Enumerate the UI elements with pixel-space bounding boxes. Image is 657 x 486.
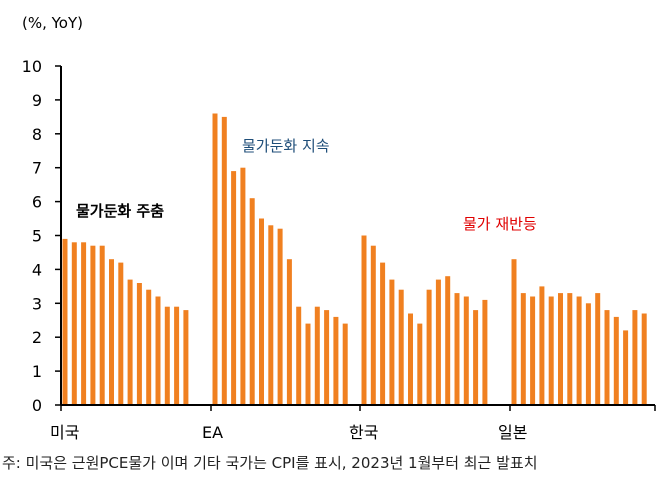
bar [435, 279, 441, 405]
bar [539, 286, 545, 405]
bar [174, 306, 180, 405]
category-label: 미국 [50, 423, 79, 442]
bar [445, 276, 451, 405]
y-tick-label: 9 [32, 91, 42, 110]
bar [585, 303, 591, 405]
category-labels: 미국 EA 한국 일본 [50, 423, 527, 442]
bar [567, 293, 573, 405]
category-label: EA [202, 423, 223, 442]
bar [576, 296, 582, 405]
bar [417, 323, 423, 405]
bar [380, 262, 386, 405]
bar [99, 245, 105, 405]
bar [314, 306, 320, 405]
y-tick-label: 0 [32, 396, 42, 415]
bar [641, 313, 647, 405]
bar [221, 116, 227, 406]
bar [548, 296, 554, 405]
bar [164, 306, 170, 405]
annotation-ea: 물가둔화 지속 [242, 137, 330, 155]
category-label: 한국 [349, 423, 378, 442]
bar [558, 293, 563, 405]
y-tick-label: 3 [32, 294, 42, 313]
annotation-korea: 물가 재반등 [463, 215, 537, 233]
bar [604, 310, 610, 405]
y-axis-unit-label: (%, YoY) [22, 14, 84, 32]
y-tick-label: 8 [32, 125, 42, 144]
bar [530, 296, 536, 405]
bar [305, 323, 311, 405]
bar [212, 113, 218, 405]
bar [259, 218, 264, 405]
y-tick-label: 6 [32, 193, 42, 212]
bar [109, 259, 114, 405]
y-tick-label: 7 [32, 159, 42, 178]
bar [482, 299, 488, 405]
bar [249, 198, 255, 405]
bar [90, 245, 96, 405]
y-tick-label: 2 [32, 328, 42, 347]
category-label: 일본 [498, 423, 527, 442]
bar [595, 293, 601, 405]
bar [511, 259, 517, 405]
bar [342, 323, 348, 405]
bar [613, 316, 619, 405]
y-tick-label: 10 [22, 57, 42, 76]
bar [296, 306, 302, 405]
y-tick-label: 1 [32, 362, 42, 381]
bar [361, 235, 367, 405]
bar [370, 245, 376, 405]
bar [426, 289, 432, 405]
bar [62, 238, 68, 405]
bar [520, 293, 526, 405]
bar [183, 310, 189, 405]
bar [81, 242, 87, 405]
footnote: 주: 미국은 근원PCE물가 이며 기타 국가는 CPI를 표시, 2023년 … [2, 454, 538, 472]
bar [398, 289, 404, 405]
bar [71, 242, 77, 405]
bar [155, 296, 161, 405]
y-tick-label: 4 [32, 260, 42, 279]
bar [231, 171, 237, 405]
bar [277, 228, 283, 405]
bar [286, 259, 292, 405]
bar [632, 310, 638, 405]
bar [333, 316, 339, 405]
bar [389, 279, 395, 405]
bar [623, 330, 629, 405]
bar [473, 310, 479, 405]
bar [268, 225, 274, 405]
bar [118, 262, 124, 405]
bar [240, 167, 246, 405]
bar [127, 279, 133, 405]
bar [408, 313, 413, 405]
annotation-us: 물가둔화 주춤 [76, 202, 165, 220]
bar [454, 293, 460, 405]
bar [146, 289, 152, 405]
bar [136, 283, 142, 405]
bar [463, 296, 469, 405]
axes-layer [55, 65, 656, 411]
y-tick-labels: 0 1 2 3 4 5 6 7 8 9 10 [22, 57, 42, 415]
bars-layer [62, 113, 647, 406]
y-tick-label: 5 [32, 227, 42, 246]
bar [324, 310, 330, 405]
